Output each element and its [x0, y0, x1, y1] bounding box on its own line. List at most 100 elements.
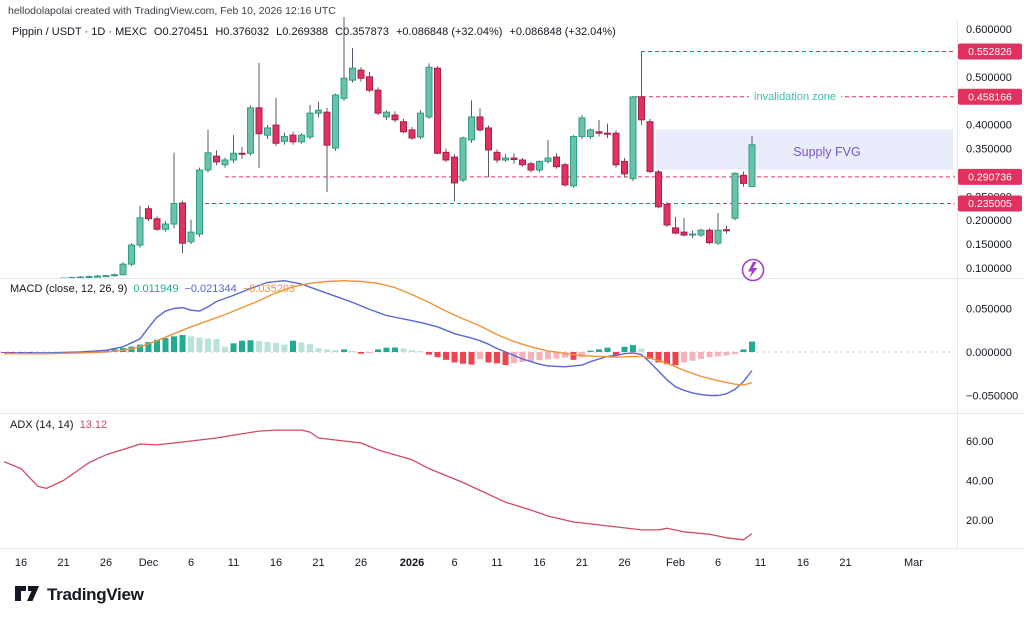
- candle: [179, 202, 186, 244]
- tradingview-logo-icon: [15, 586, 39, 601]
- macd-bar: [417, 351, 424, 353]
- time-tick-label: 21: [57, 557, 69, 569]
- tradingview-branding[interactable]: TradingView: [14, 584, 144, 606]
- candle: [272, 124, 280, 144]
- candle: [553, 156, 560, 168]
- candle: [315, 109, 322, 114]
- candle: [493, 151, 501, 161]
- macd-bar: [570, 352, 577, 360]
- symbol-legend: Pippin / USDT · 1D · MEXC O0.270451 H0.376…: [12, 26, 623, 38]
- time-tick-label: 6: [188, 557, 194, 569]
- candle: [170, 202, 178, 225]
- candle: [136, 217, 144, 246]
- macd-bar: [400, 348, 407, 352]
- macd-bar: [188, 336, 194, 352]
- candle: [417, 112, 424, 138]
- candle: [536, 160, 543, 171]
- candle: [527, 163, 535, 171]
- macd-bar: [664, 352, 670, 365]
- time-axis[interactable]: 16 21 26 Dec 6 11 16 21 26 2026 6 11 16 21 26 Feb 6 11 16 2…: [15, 557, 923, 569]
- svg-text:0.150000: 0.150000: [966, 239, 1012, 251]
- candle: [646, 121, 654, 172]
- candle: [731, 172, 739, 219]
- candle: [612, 132, 620, 166]
- macd-bar: [451, 352, 458, 363]
- candle: [740, 174, 747, 184]
- candle: [383, 111, 390, 118]
- macd-bar: [689, 352, 696, 361]
- time-tick-label: 6: [451, 557, 457, 569]
- macd-bar: [630, 345, 636, 352]
- candle: [459, 137, 467, 181]
- candle: [102, 275, 110, 278]
- price-panel[interactable]: [1, 17, 955, 282]
- attribution-text: hellodolapolai created with TradingView.…: [8, 5, 336, 17]
- candle: [706, 229, 713, 244]
- time-tick-label: 26: [100, 557, 112, 569]
- candle: [238, 152, 246, 155]
- candle: [587, 129, 594, 138]
- time-tick-label: 16: [270, 557, 282, 569]
- price-axis[interactable]: 0.6000000.5000000.4000000.3500000.250000…: [958, 24, 1022, 527]
- candle: [544, 157, 552, 162]
- candle: [655, 171, 662, 208]
- candle: [595, 131, 603, 134]
- adx-panel[interactable]: [3, 429, 753, 541]
- candle: [357, 69, 365, 79]
- macd-bar: [613, 352, 619, 356]
- candle: [213, 155, 220, 163]
- candle: [485, 127, 492, 151]
- candle: [77, 276, 84, 278]
- ohlc-close: C0.357873: [335, 26, 389, 38]
- macd-bar: [638, 348, 645, 352]
- macd-histogram: [1, 335, 755, 366]
- candle: [128, 244, 135, 265]
- macd-bar: [502, 352, 509, 366]
- macd-panel[interactable]: [0, 280, 955, 397]
- candle: [723, 229, 730, 232]
- candle: [663, 203, 671, 226]
- candle: [621, 160, 628, 175]
- candle: [145, 208, 152, 220]
- macd-bar: [375, 349, 381, 352]
- candle: [570, 136, 577, 187]
- candle: [68, 277, 76, 278]
- macd-bar: [409, 350, 415, 352]
- candle: [510, 157, 518, 160]
- macd-bar: [468, 352, 475, 365]
- candle: [400, 121, 407, 133]
- macd-bar: [264, 341, 271, 352]
- candle: [85, 276, 93, 278]
- price-level-badge: [958, 43, 1022, 60]
- adx-title[interactable]: ADX (14, 14): [10, 419, 74, 431]
- macd-bar: [383, 347, 390, 352]
- change-percent: +0.086848 (+32.04%): [509, 26, 616, 38]
- macd-bar: [443, 352, 449, 360]
- supply-fvg-label: Supply FVG: [793, 145, 861, 159]
- svg-text:0.458166: 0.458166: [968, 91, 1012, 103]
- candle: [519, 159, 526, 166]
- adx-line: [3, 429, 753, 541]
- change-absolute: +0.086848 (+32.04%): [395, 26, 503, 38]
- candle: [451, 156, 458, 184]
- symbol-title[interactable]: Pippin / USDT · 1D · MEXC: [12, 26, 147, 38]
- macd-bar: [587, 350, 594, 352]
- supply-fvg-box[interactable]: [656, 129, 953, 170]
- candle: [94, 275, 101, 278]
- macd-signal-line: [4, 280, 753, 386]
- candle: [162, 223, 169, 230]
- macd-bar: [281, 344, 288, 352]
- macd-bar: [485, 352, 492, 363]
- macd-bar: [477, 352, 483, 359]
- candle: [1, 281, 7, 282]
- macd-bar: [358, 352, 364, 354]
- macd-legend: MACD (close, 12, 26, 9) 0.011949 −0.021344…: [10, 283, 301, 295]
- macd-bar: [205, 338, 211, 352]
- macd-title[interactable]: MACD (close, 12, 26, 9): [10, 283, 128, 295]
- svg-text:0.600000: 0.600000: [966, 24, 1012, 36]
- candle: [391, 114, 399, 121]
- macd-bar: [621, 346, 628, 352]
- macd-bar: [562, 352, 568, 358]
- macd-bar: [128, 346, 135, 352]
